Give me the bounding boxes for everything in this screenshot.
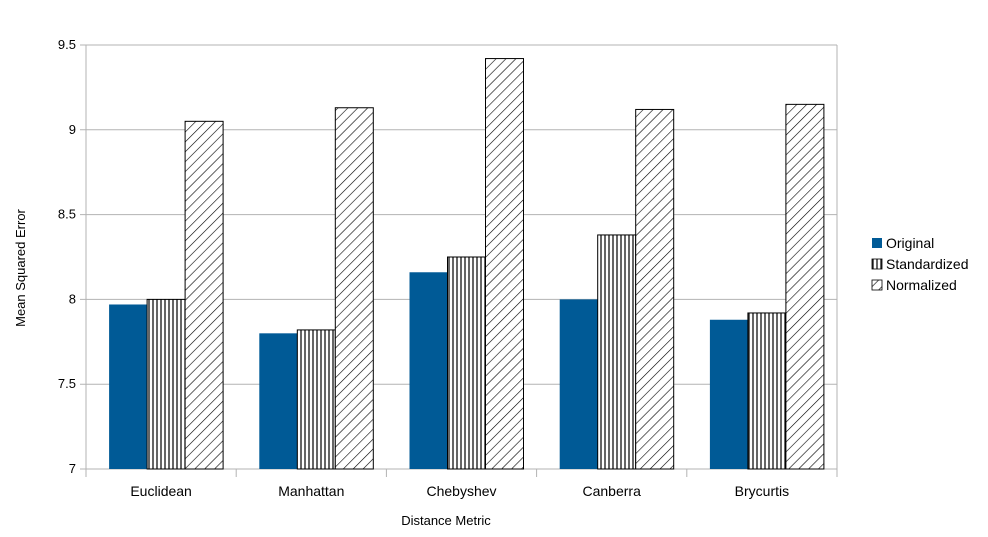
y-axis-label: Mean Squared Error [13,208,28,326]
legend-label-normalized: Normalized [886,277,957,293]
y-tick-label: 7 [69,461,76,476]
bar-normalized-chebyshev [485,58,524,470]
y-tick-label: 9.5 [58,37,76,52]
bar-original-euclidean [109,304,148,469]
y-tick-label: 8.5 [58,207,76,222]
x-axis-ticks: Euclidean Manhattan Chebyshev Canberra Brycu… [130,483,789,499]
x-tick-label: Euclidean [130,483,192,499]
y-tick-label: 7.5 [58,376,76,391]
bar-original-brycurtis [709,319,748,469]
legend-swatch-original [872,238,882,248]
bar-standardized-brycurtis [747,312,787,470]
legend-label-original: Original [886,235,934,251]
legend: Original Standardized Normalized [871,235,969,293]
bar-normalized-euclidean [184,120,224,470]
bar-standardized-euclidean [146,298,186,470]
bar-original-chebyshev [409,272,448,469]
x-tick-label: Brycurtis [735,483,789,499]
bar-standardized-manhattan [296,329,336,470]
bar-standardized-canberra [597,234,637,470]
x-tick-label: Chebyshev [426,483,496,499]
bar-normalized-brycurtis [785,103,825,470]
y-axis-ticks: 7 7.5 8 8.5 9 9.5 [58,37,76,476]
legend-swatch-normalized [871,279,883,291]
bar-standardized-chebyshev [447,256,486,470]
y-tick-label: 8 [69,291,76,306]
legend-label-standardized: Standardized [886,256,969,272]
x-axis-label: Distance Metric [401,513,491,528]
legend-swatch-standardized [871,258,883,270]
bar-original-canberra [559,299,598,469]
y-tick-label: 9 [69,122,76,137]
bar-normalized-manhattan [334,107,374,470]
bars [109,58,825,470]
bar-normalized-canberra [635,108,675,470]
x-tick-label: Canberra [583,483,642,499]
bar-original-manhattan [259,333,298,469]
x-tick-label: Manhattan [278,483,344,499]
